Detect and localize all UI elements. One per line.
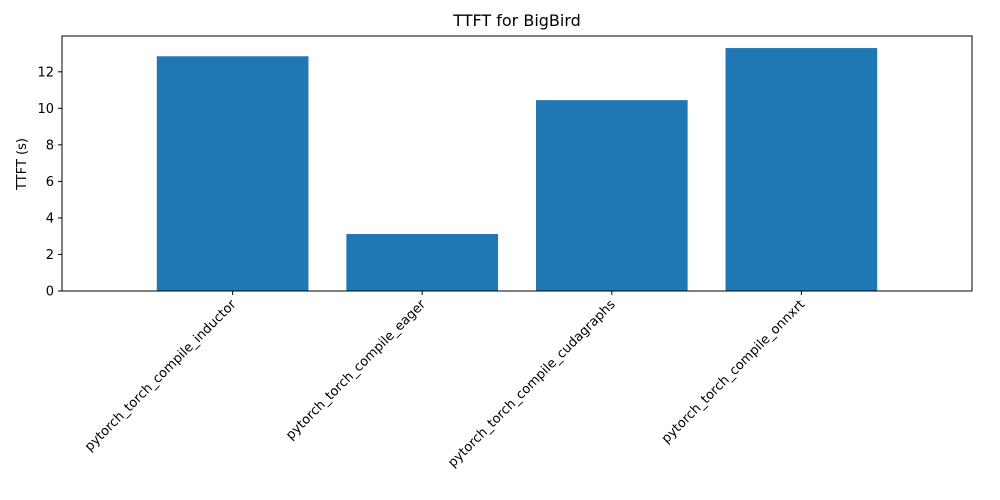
- x-tick-label-1: pytorch_torch_compile_eager: [283, 297, 429, 443]
- bar-2: [535, 100, 688, 291]
- y-tick-label-6: 12: [37, 65, 54, 80]
- bar-0: [156, 56, 309, 291]
- bar-1: [346, 234, 499, 291]
- y-axis-label: TTFT (s): [15, 138, 30, 191]
- y-ticks: 0 2 4 6 8 10 12: [37, 65, 62, 300]
- x-tick-label-3: pytorch_torch_compile_onnxrt: [659, 297, 808, 446]
- y-tick-label-2: 4: [46, 211, 54, 226]
- bars-layer: [156, 48, 878, 291]
- y-tick-label-4: 8: [46, 138, 54, 153]
- x-ticks: pytorch_torch_compile_inductor pytorch_to…: [82, 291, 808, 471]
- plot-frame: [61, 35, 973, 292]
- x-tick-label-2: pytorch_torch_compile_cudagraphs: [445, 297, 618, 470]
- y-tick-label-0: 0: [46, 285, 54, 300]
- x-tick-label-0: pytorch_torch_compile_inductor: [82, 297, 240, 455]
- y-tick-label-3: 6: [46, 175, 54, 190]
- chart-title: TTFT for BigBird: [452, 11, 581, 30]
- bar-3: [725, 48, 878, 291]
- y-tick-label-1: 2: [46, 248, 54, 263]
- y-tick-label-5: 10: [37, 102, 54, 117]
